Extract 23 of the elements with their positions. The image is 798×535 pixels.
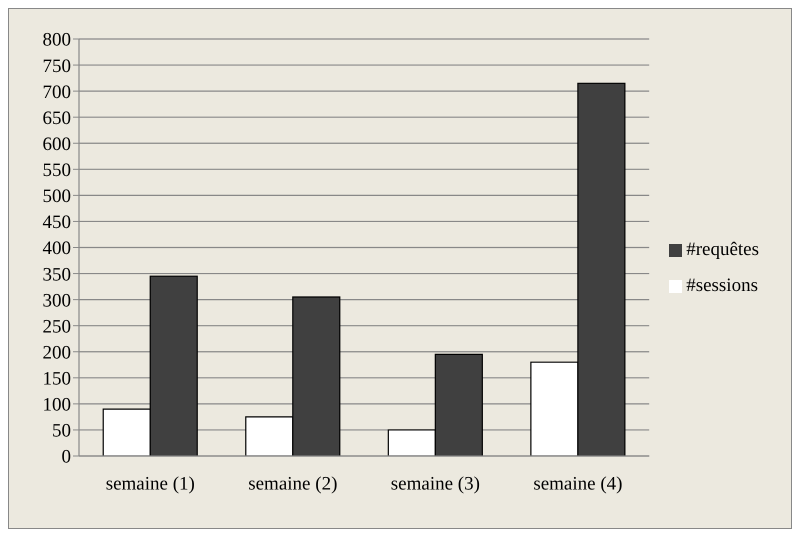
x-tick-label: semaine (4) bbox=[533, 473, 622, 494]
y-tick-label: 150 bbox=[42, 368, 71, 390]
y-tick-label: 200 bbox=[42, 342, 71, 364]
legend-label: #requêtes bbox=[686, 238, 759, 260]
y-tick-label: 450 bbox=[42, 212, 71, 234]
y-tick-label: 550 bbox=[42, 160, 71, 182]
y-tick-label: 300 bbox=[42, 290, 71, 312]
x-tick-label: semaine (3) bbox=[390, 473, 480, 494]
y-tick-label: 50 bbox=[52, 420, 71, 442]
y-tick-label: 650 bbox=[42, 108, 71, 129]
y-tick-label: 250 bbox=[42, 316, 71, 338]
y-tick-label: 100 bbox=[42, 394, 71, 416]
y-tick-label: 400 bbox=[42, 238, 71, 260]
y-tick-label: 350 bbox=[42, 264, 71, 286]
y-tick-label: 700 bbox=[42, 82, 71, 103]
y-tick-label: 800 bbox=[42, 30, 71, 51]
legend-label: #sessions bbox=[686, 274, 758, 296]
x-tick-label: semaine (2) bbox=[248, 473, 338, 494]
y-tick-label: 600 bbox=[42, 134, 71, 155]
x-tick-label: semaine (1) bbox=[106, 473, 195, 494]
y-tick-label: 0 bbox=[62, 446, 71, 468]
y-tick-label: 750 bbox=[42, 56, 71, 77]
y-tick-label: 500 bbox=[42, 186, 71, 208]
